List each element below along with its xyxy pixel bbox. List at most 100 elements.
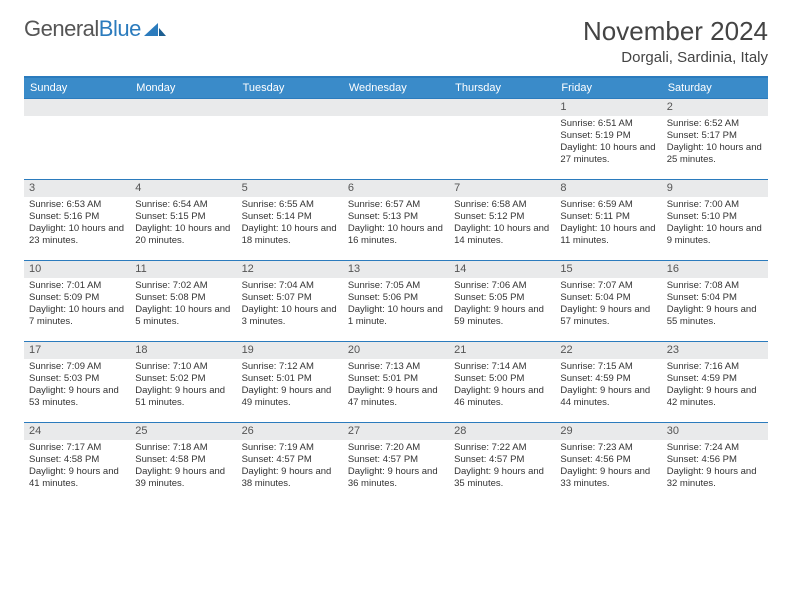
day-details: Sunrise: 7:22 AMSunset: 4:57 PMDaylight:… [449,440,555,494]
day-number: 2 [662,99,768,116]
daylight-text: Daylight: 9 hours and 36 minutes. [348,466,444,490]
day-details: Sunrise: 7:02 AMSunset: 5:08 PMDaylight:… [130,278,236,332]
sunrise-text: Sunrise: 7:17 AM [29,442,125,454]
calendar-day: 17Sunrise: 7:09 AMSunset: 5:03 PMDayligh… [24,342,130,422]
day-number: 7 [449,180,555,197]
calendar-week: 10Sunrise: 7:01 AMSunset: 5:09 PMDayligh… [24,260,768,341]
sunrise-text: Sunrise: 6:54 AM [135,199,231,211]
sunset-text: Sunset: 4:58 PM [135,454,231,466]
calendar-day: 24 Sunrise: 7:17 AMSunset: 4:58 PMDayligh… [24,423,130,503]
sunset-text: Sunset: 5:02 PM [135,373,231,385]
day-details: Sunrise: 6:55 AMSunset: 5:14 PMDaylight:… [237,197,343,251]
sunrise-text: Sunrise: 7:12 AM [242,361,338,373]
sunrise-text: Sunrise: 7:20 AM [348,442,444,454]
daylight-text: Daylight: 10 hours and 7 minutes. [29,304,125,328]
day-number: 24 [24,423,130,440]
sunset-text: Sunset: 4:58 PM [29,454,125,466]
calendar-day: 11Sunrise: 7:02 AMSunset: 5:08 PMDayligh… [130,261,236,341]
calendar-day: 6 Sunrise: 6:57 AMSunset: 5:13 PMDaylight… [343,180,449,260]
daylight-text: Daylight: 10 hours and 18 minutes. [242,223,338,247]
page-title: November 2024 [583,16,768,47]
calendar-day: 7Sunrise: 6:58 AMSunset: 5:12 PMDaylight… [449,180,555,260]
brand-name-b: Blue [99,16,141,42]
daylight-text: Daylight: 9 hours and 33 minutes. [560,466,656,490]
calendar-day: 3Sunrise: 6:53 AMSunset: 5:16 PMDaylight… [24,180,130,260]
day-number: 18 [130,342,236,359]
daylight-text: Daylight: 9 hours and 53 minutes. [29,385,125,409]
sunrise-text: Sunrise: 7:24 AM [667,442,763,454]
calendar-day: 23Sunrise: 7:16 AMSunset: 4:59 PMDayligh… [662,342,768,422]
calendar-day: 4Sunrise: 6:54 AMSunset: 5:15 PMDaylight… [130,180,236,260]
day-details: Sunrise: 6:54 AMSunset: 5:15 PMDaylight:… [130,197,236,251]
sunset-text: Sunset: 5:11 PM [560,211,656,223]
daylight-text: Daylight: 10 hours and 1 minute. [348,304,444,328]
calendar-day: 15Sunrise: 7:07 AMSunset: 5:04 PMDayligh… [555,261,661,341]
calendar-day: 22Sunrise: 7:15 AMSunset: 4:59 PMDayligh… [555,342,661,422]
calendar-day: 18Sunrise: 7:10 AMSunset: 5:02 PMDayligh… [130,342,236,422]
daylight-text: Daylight: 9 hours and 59 minutes. [454,304,550,328]
daylight-text: Daylight: 10 hours and 16 minutes. [348,223,444,247]
day-of-week-row: Sunday Monday Tuesday Wednesday Thursday… [24,78,768,98]
daylight-text: Daylight: 9 hours and 32 minutes. [667,466,763,490]
sunset-text: Sunset: 5:09 PM [29,292,125,304]
sunrise-text: Sunrise: 7:16 AM [667,361,763,373]
sunrise-text: Sunrise: 7:15 AM [560,361,656,373]
daylight-text: Daylight: 10 hours and 5 minutes. [135,304,231,328]
dow-wednesday: Wednesday [343,78,449,98]
day-details: Sunrise: 7:09 AMSunset: 5:03 PMDaylight:… [24,359,130,413]
day-details: Sunrise: 7:01 AMSunset: 5:09 PMDaylight:… [24,278,130,332]
sunrise-text: Sunrise: 7:05 AM [348,280,444,292]
sunrise-text: Sunrise: 7:07 AM [560,280,656,292]
day-details: Sunrise: 6:52 AMSunset: 5:17 PMDaylight:… [662,116,768,170]
sunrise-text: Sunrise: 7:10 AM [135,361,231,373]
day-number: 9 [662,180,768,197]
day-number [343,99,449,116]
sunset-text: Sunset: 4:59 PM [560,373,656,385]
day-number: 27 [343,423,449,440]
daylight-text: Daylight: 9 hours and 41 minutes. [29,466,125,490]
sunset-text: Sunset: 4:59 PM [667,373,763,385]
sunset-text: Sunset: 5:13 PM [348,211,444,223]
day-details: Sunrise: 7:13 AMSunset: 5:01 PMDaylight:… [343,359,449,413]
day-number: 10 [24,261,130,278]
calendar-day [130,99,236,179]
sunset-text: Sunset: 5:00 PM [454,373,550,385]
sunrise-text: Sunrise: 6:57 AM [348,199,444,211]
calendar-day: 13Sunrise: 7:05 AMSunset: 5:06 PMDayligh… [343,261,449,341]
brand-name-a: General [24,16,99,42]
day-number [449,99,555,116]
day-number: 13 [343,261,449,278]
sunset-text: Sunset: 4:57 PM [454,454,550,466]
daylight-text: Daylight: 10 hours and 23 minutes. [29,223,125,247]
day-number: 17 [24,342,130,359]
daylight-text: Daylight: 10 hours and 11 minutes. [560,223,656,247]
day-number: 16 [662,261,768,278]
sunrise-text: Sunrise: 7:23 AM [560,442,656,454]
sunset-text: Sunset: 5:17 PM [667,130,763,142]
sunset-text: Sunset: 5:10 PM [667,211,763,223]
daylight-text: Daylight: 9 hours and 49 minutes. [242,385,338,409]
day-number: 30 [662,423,768,440]
calendar-day: 28Sunrise: 7:22 AMSunset: 4:57 PMDayligh… [449,423,555,503]
day-details: Sunrise: 6:58 AMSunset: 5:12 PMDaylight:… [449,197,555,251]
dow-monday: Monday [130,78,236,98]
calendar-day [24,99,130,179]
daylight-text: Daylight: 9 hours and 38 minutes. [242,466,338,490]
day-number: 19 [237,342,343,359]
day-details: Sunrise: 7:19 AMSunset: 4:57 PMDaylight:… [237,440,343,494]
calendar-day: 27Sunrise: 7:20 AMSunset: 4:57 PMDayligh… [343,423,449,503]
day-details: Sunrise: 7:12 AMSunset: 5:01 PMDaylight:… [237,359,343,413]
sunset-text: Sunset: 5:01 PM [348,373,444,385]
sunset-text: Sunset: 5:04 PM [667,292,763,304]
dow-friday: Friday [555,78,661,98]
day-details: Sunrise: 6:59 AMSunset: 5:11 PMDaylight:… [555,197,661,251]
calendar-day: 19Sunrise: 7:12 AMSunset: 5:01 PMDayligh… [237,342,343,422]
calendar-day [237,99,343,179]
day-number: 6 [343,180,449,197]
daylight-text: Daylight: 9 hours and 42 minutes. [667,385,763,409]
day-number: 20 [343,342,449,359]
calendar-week: 1Sunrise: 6:51 AMSunset: 5:19 PMDaylight… [24,98,768,179]
calendar-day: 16Sunrise: 7:08 AMSunset: 5:04 PMDayligh… [662,261,768,341]
sunset-text: Sunset: 4:57 PM [242,454,338,466]
day-number [24,99,130,116]
